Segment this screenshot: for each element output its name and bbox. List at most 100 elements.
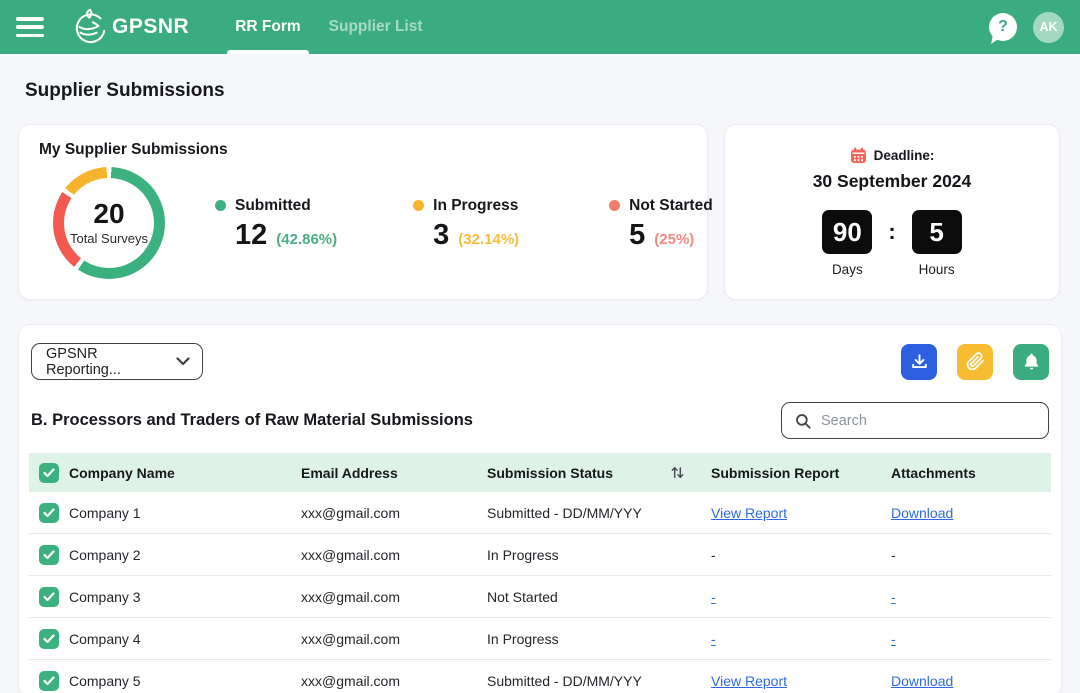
legend-label: Submitted: [235, 197, 311, 215]
select-all-checkbox[interactable]: [39, 463, 59, 483]
legend-item-submitted: Submitted 12 (42.86%): [215, 197, 337, 250]
report-empty: -: [711, 547, 716, 563]
attachment-empty-link[interactable]: -: [891, 589, 896, 605]
legend-label: Not Started: [629, 197, 713, 215]
table-row: Company 2 xxx@gmail.com In Progress - -: [29, 534, 1051, 576]
legend-item-not-started: Not Started 5 (25%): [609, 197, 729, 250]
submissions-table-card: GPSNR Reporting...: [18, 324, 1062, 693]
column-email-address: Email Address: [301, 465, 487, 481]
column-submission-status: Submission Status: [487, 465, 613, 481]
tab-supplier-list[interactable]: Supplier List: [315, 0, 437, 54]
row-checkbox[interactable]: [39, 545, 59, 565]
row-checkbox[interactable]: [39, 629, 59, 649]
report-type-value: GPSNR Reporting...: [46, 346, 166, 378]
report-type-dropdown[interactable]: GPSNR Reporting...: [31, 343, 203, 380]
deadline-card: Deadline: 30 September 2024 90 Days : 5 …: [724, 124, 1060, 300]
view-report-link[interactable]: View Report: [711, 673, 787, 689]
submissions-donut-chart: 20 Total Surveys: [53, 167, 165, 279]
deadline-label: Deadline:: [874, 148, 935, 163]
calendar-icon: [850, 147, 867, 164]
donut-total-label: Total Surveys: [70, 231, 148, 246]
table-row: Company 4 xxx@gmail.com In Progress - -: [29, 618, 1051, 660]
hours-label: Hours: [919, 262, 955, 277]
search-input[interactable]: [821, 413, 1036, 429]
legend-percent: (32.14%): [458, 231, 519, 248]
page-title: Supplier Submissions: [25, 80, 1062, 102]
column-attachments: Attachments: [891, 465, 1051, 481]
submission-status: Not Started: [487, 589, 711, 605]
tab-rr-form[interactable]: RR Form: [221, 0, 314, 54]
download-attachment-link[interactable]: Download: [891, 505, 953, 521]
row-checkbox[interactable]: [39, 671, 59, 691]
company-name: Company 2: [69, 547, 301, 563]
deadline-date: 30 September 2024: [813, 171, 972, 192]
submission-status: In Progress: [487, 631, 711, 647]
table-row: Company 5 xxx@gmail.com Submitted - DD/M…: [29, 660, 1051, 693]
legend-item-in-progress: In Progress 3 (32.14%): [413, 197, 533, 250]
email-address: xxx@gmail.com: [301, 631, 487, 647]
table-header-row: Company Name Email Address Submission St…: [29, 453, 1051, 492]
table-toolbar: GPSNR Reporting...: [29, 343, 1051, 380]
brand-name: GPSNR: [112, 15, 189, 39]
table-row: Company 1 xxx@gmail.com Submitted - DD/M…: [29, 492, 1051, 534]
company-name: Company 3: [69, 589, 301, 605]
hours-value: 5: [912, 210, 962, 254]
supplier-submissions-summary-card: My Supplier Submissions 20 Total Surveys…: [18, 124, 708, 300]
legend-value: 12: [235, 221, 267, 250]
submission-status: In Progress: [487, 547, 711, 563]
download-icon: [910, 352, 929, 371]
notification-button[interactable]: [1013, 344, 1049, 380]
chevron-down-icon: [176, 357, 190, 366]
paperclip-icon: [966, 352, 985, 371]
download-button[interactable]: [901, 344, 937, 380]
submitted-dot-icon: [215, 200, 226, 211]
email-address: xxx@gmail.com: [301, 673, 487, 689]
table-section-heading: B. Processors and Traders of Raw Materia…: [31, 411, 473, 430]
donut-legend: Submitted 12 (42.86%) In Progress: [215, 197, 729, 250]
attachment-empty: -: [891, 547, 896, 563]
search-box[interactable]: [781, 402, 1049, 439]
main-content: Supplier Submissions My Supplier Submiss…: [0, 54, 1080, 693]
legend-label: In Progress: [433, 197, 518, 215]
report-empty-link[interactable]: -: [711, 631, 716, 647]
days-label: Days: [832, 262, 863, 277]
donut-total-value: 20: [93, 200, 124, 228]
not-started-dot-icon: [609, 200, 620, 211]
in-progress-dot-icon: [413, 200, 424, 211]
column-company-name: Company Name: [69, 465, 301, 481]
days-value: 90: [822, 210, 872, 254]
nav-tabs: RR Form Supplier List: [221, 0, 436, 54]
search-icon: [794, 412, 812, 430]
summary-card-title: My Supplier Submissions: [39, 141, 687, 159]
attachment-button[interactable]: [957, 344, 993, 380]
email-address: xxx@gmail.com: [301, 547, 487, 563]
sort-icon[interactable]: [670, 465, 685, 480]
report-empty-link[interactable]: -: [711, 589, 716, 605]
legend-value: 5: [629, 221, 645, 250]
view-report-link[interactable]: View Report: [711, 505, 787, 521]
company-name: Company 1: [69, 505, 301, 521]
bell-icon: [1022, 352, 1041, 371]
column-submission-report: Submission Report: [711, 465, 891, 481]
countdown-separator: :: [888, 219, 895, 245]
download-attachment-link[interactable]: Download: [891, 673, 953, 689]
legend-percent: (42.86%): [276, 231, 337, 248]
company-name: Company 5: [69, 673, 301, 689]
row-checkbox[interactable]: [39, 503, 59, 523]
hamburger-menu-icon[interactable]: [16, 17, 44, 37]
company-name: Company 4: [69, 631, 301, 647]
brand-logo[interactable]: GPSNR: [68, 6, 189, 48]
legend-value: 3: [433, 221, 449, 250]
row-checkbox[interactable]: [39, 587, 59, 607]
top-nav: GPSNR RR Form Supplier List ? AK: [0, 0, 1080, 54]
gpsnr-hand-leaf-icon: [68, 6, 110, 48]
table-row: Company 3 xxx@gmail.com Not Started - -: [29, 576, 1051, 618]
submission-status: Submitted - DD/MM/YYY: [487, 505, 711, 521]
email-address: xxx@gmail.com: [301, 505, 487, 521]
countdown-timer: 90 Days : 5 Hours: [822, 210, 961, 277]
avatar[interactable]: AK: [1033, 12, 1064, 43]
legend-percent: (25%): [654, 231, 694, 248]
email-address: xxx@gmail.com: [301, 589, 487, 605]
help-icon[interactable]: ?: [989, 13, 1017, 41]
attachment-empty-link[interactable]: -: [891, 631, 896, 647]
